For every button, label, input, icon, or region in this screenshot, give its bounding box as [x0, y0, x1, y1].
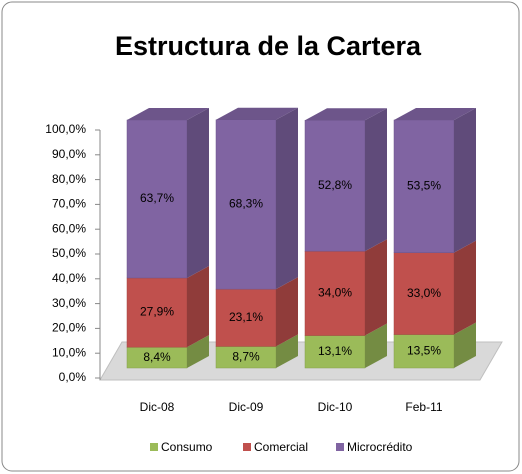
y-tick-label: 0,0% [59, 370, 87, 384]
legend-swatch [336, 443, 344, 451]
bar-top [394, 108, 476, 120]
bar-front [304, 250, 366, 336]
data-label: 13,5% [407, 343, 441, 357]
bar-side [365, 323, 387, 368]
x-tick-label: Dic-08 [140, 400, 175, 414]
data-label: 63,7% [140, 191, 174, 205]
data-label: 33,0% [407, 286, 441, 300]
bar-side [454, 108, 476, 253]
bar-side [365, 239, 387, 336]
bar-front [393, 252, 455, 335]
data-label: 8,7% [232, 349, 260, 363]
legend-swatch [243, 443, 251, 451]
bar-top [127, 108, 209, 120]
legend-swatch [150, 443, 158, 451]
bar-side [454, 322, 476, 368]
bar-front [215, 288, 277, 347]
bar-top [305, 108, 387, 121]
data-label: 8,4% [143, 350, 171, 364]
legend-label: Comercial [254, 440, 308, 454]
y-tick-label: 100,0% [45, 122, 86, 136]
data-label: 52,8% [318, 178, 352, 192]
bar-side [187, 265, 209, 348]
data-label: 53,5% [407, 179, 441, 193]
y-tick-label: 40,0% [52, 271, 86, 285]
bar-front [393, 334, 455, 369]
bar-top [216, 107, 298, 120]
bar-front [215, 119, 277, 290]
x-tick-label: Feb-11 [405, 400, 442, 414]
y-tick-label: 30,0% [52, 296, 86, 310]
bar-side [365, 108, 387, 252]
data-label: 13,1% [318, 344, 352, 358]
y-tick-label: 90,0% [52, 147, 86, 161]
x-tick-label: Dic-09 [229, 400, 264, 414]
y-tick-label: 20,0% [52, 321, 86, 335]
data-label: 34,0% [318, 286, 352, 300]
bar-front [126, 119, 188, 279]
data-label: 23,1% [229, 310, 263, 324]
data-label: 68,3% [229, 197, 263, 211]
y-tick-label: 70,0% [52, 197, 86, 211]
legend-label: Consumo [161, 440, 213, 454]
bar-front [304, 335, 366, 369]
bar-front [126, 277, 188, 348]
bar-side [276, 277, 298, 347]
bar-side [276, 107, 298, 290]
legend-label: Microcrédito [347, 440, 413, 454]
bar-front [393, 119, 455, 253]
chart-title: Estructura de la Cartera [115, 31, 422, 61]
x-tick-label: Dic-10 [318, 400, 353, 414]
y-tick-label: 60,0% [52, 221, 86, 235]
bar-side [454, 240, 476, 335]
bar-side [187, 335, 209, 368]
data-label: 27,9% [140, 305, 174, 319]
y-tick-label: 50,0% [52, 246, 86, 260]
bar-side [187, 108, 209, 278]
bar-side [276, 334, 298, 368]
y-tick-label: 80,0% [52, 172, 86, 186]
y-tick-label: 10,0% [52, 345, 86, 359]
